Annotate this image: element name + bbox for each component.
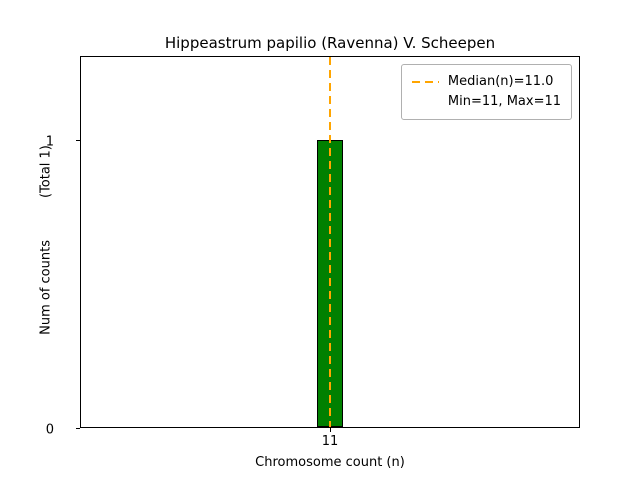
- legend-entry-minmax: Min=11, Max=11: [412, 92, 561, 112]
- y-tick-mark-0: [76, 428, 80, 429]
- legend-label-median: Median(n)=11.0: [447, 74, 554, 89]
- median-dashed-line-swatch: [411, 81, 439, 84]
- median-line: [329, 57, 331, 427]
- x-tick-mark-11: [330, 428, 331, 432]
- y-axis-label-text: Num of counts: [38, 240, 54, 335]
- x-axis-label: Chromosome count (n): [255, 455, 405, 470]
- y-tick-label-0: 0: [45, 422, 54, 438]
- legend: Median(n)=11.0 Min=11, Max=11: [400, 64, 572, 121]
- y-tick-label-1: 1: [45, 134, 54, 150]
- chart-title: Hippeastrum papilio (Ravenna) V. Scheepe…: [164, 34, 496, 52]
- x-tick-label-11: 11: [321, 434, 339, 449]
- y-axis-label-note: (Total 1): [38, 145, 54, 199]
- legend-entry-median: Median(n)=11.0: [411, 72, 561, 92]
- y-tick-mark-1: [76, 139, 80, 141]
- legend-empty-swatch: [412, 101, 439, 103]
- legend-label-minmax: Min=11, Max=11: [447, 94, 561, 110]
- plot-area: Median(n)=11.0 Min=11, Max=11: [80, 56, 580, 428]
- y-axis-label: Num of counts (Total 1): [39, 145, 54, 335]
